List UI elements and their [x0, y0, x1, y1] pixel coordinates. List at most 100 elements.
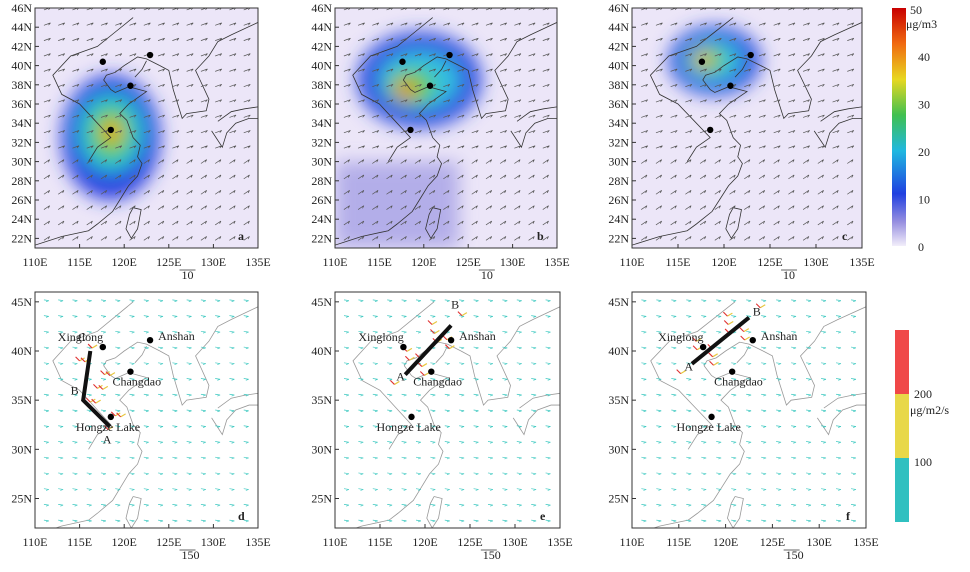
panel-frame — [34, 291, 259, 529]
coastline — [425, 207, 442, 240]
flux-peak — [676, 303, 761, 375]
station-dot — [446, 51, 453, 59]
transect-line — [403, 324, 453, 376]
lat-tick-label: 42N — [11, 39, 32, 53]
coastline — [435, 345, 448, 364]
lon-tick-label: 130E — [201, 255, 226, 269]
lat-tick-label: 22N — [311, 231, 332, 245]
lon-tick-label: 115E — [67, 535, 92, 549]
station-dot — [428, 368, 435, 375]
panel-label: d — [238, 509, 245, 523]
colorbar — [892, 8, 906, 246]
coastline — [125, 496, 142, 528]
station-label: Xinglong — [58, 330, 103, 344]
lon-tick-label: 115E — [368, 535, 393, 549]
station-dot — [408, 413, 415, 421]
flux-peak — [75, 343, 122, 431]
lat-tick-label: 30N — [311, 155, 332, 169]
coastline — [159, 22, 258, 120]
panel-frame — [631, 291, 867, 529]
panel-label: b — [537, 229, 544, 243]
lat-tick-label: 25N — [11, 492, 32, 506]
lat-tick-label: 26N — [608, 193, 629, 207]
lat-tick-label: 36N — [608, 97, 629, 111]
lon-tick-label: 125E — [156, 535, 181, 549]
lon-tick-label: 110E — [620, 535, 645, 549]
lat-tick-label: 28N — [311, 174, 332, 188]
lon-tick-label: 125E — [456, 255, 481, 269]
coastline — [352, 301, 435, 450]
lat-tick-label: 24N — [11, 212, 32, 226]
lon-tick-label: 115E — [666, 255, 691, 269]
coastline — [125, 207, 142, 240]
lat-tick-label: 35N — [311, 393, 332, 407]
coastline — [460, 306, 560, 406]
colorbar-tick-label: 0 — [918, 240, 924, 254]
map-content — [335, 292, 560, 528]
lat-tick-label: 24N — [608, 212, 629, 226]
map-content — [335, 8, 557, 248]
station-label: Xinglong — [658, 330, 703, 344]
station-dot — [107, 126, 115, 134]
lat-tick-label: 30N — [11, 155, 32, 169]
lat-tick-label: 36N — [11, 97, 32, 111]
coastline — [820, 106, 862, 122]
transect-label: B — [753, 305, 761, 319]
lon-tick-label: 135E — [245, 255, 270, 269]
transect-line — [81, 350, 112, 429]
coastline — [134, 345, 147, 364]
coastline — [734, 60, 748, 78]
lon-tick-label: 110E — [323, 535, 348, 549]
coastline — [510, 118, 557, 149]
coastline — [762, 306, 866, 406]
coastline — [816, 404, 866, 436]
station-label: Anshan — [761, 329, 798, 343]
station-dot — [400, 343, 407, 351]
station-dot — [407, 126, 414, 134]
map-content — [35, 292, 258, 528]
station-dot — [146, 336, 154, 344]
colorbar-red — [895, 330, 909, 394]
map-background — [632, 292, 866, 528]
lat-tick-label: 40N — [311, 344, 332, 358]
lon-tick-label: 125E — [156, 255, 181, 269]
colorbar-max: 50 — [910, 3, 922, 17]
lat-tick-label: 44N — [311, 20, 332, 34]
vector-field — [343, 8, 557, 241]
transect-label: A — [103, 432, 112, 446]
station-label: Anshan — [459, 329, 496, 343]
transect-label: A — [684, 360, 693, 374]
map-panel: Xinglong Anshan Changdao Hongze Lake C B Ad 25N… — [11, 291, 271, 562]
station-dot — [727, 82, 734, 89]
station-dot — [99, 58, 106, 65]
concentration-field — [668, 26, 761, 96]
station-dot — [698, 58, 706, 65]
lon-tick-label: 120E — [112, 535, 137, 549]
lat-tick-label: 38N — [608, 78, 629, 92]
colorbar-tick-label: 30 — [918, 98, 930, 112]
coastline — [736, 345, 750, 364]
station-label: Changdao — [112, 375, 161, 389]
coastline — [434, 60, 447, 78]
vector-field — [43, 8, 258, 241]
lon-tick-label: 115E — [67, 255, 92, 269]
map-content — [632, 8, 862, 248]
coastline — [725, 207, 742, 240]
lat-tick-label: 44N — [608, 20, 629, 34]
coastline — [211, 118, 258, 149]
station-dot — [447, 336, 455, 344]
lat-tick-label: 40N — [608, 59, 629, 73]
lat-tick-label: 44N — [11, 20, 32, 34]
colorbar-tick-label: 10 — [918, 193, 930, 207]
station-dot — [127, 368, 134, 375]
lat-tick-label: 26N — [311, 193, 332, 207]
lat-tick-label: 46N — [311, 1, 332, 15]
coastline — [217, 392, 258, 409]
lat-tick-label: 30N — [608, 155, 629, 169]
map-content — [632, 292, 866, 528]
coastline — [335, 56, 460, 246]
vector-field — [343, 299, 560, 523]
lat-tick-label: 32N — [311, 135, 332, 149]
lon-tick-label: 130E — [803, 255, 828, 269]
coastline — [426, 496, 443, 528]
